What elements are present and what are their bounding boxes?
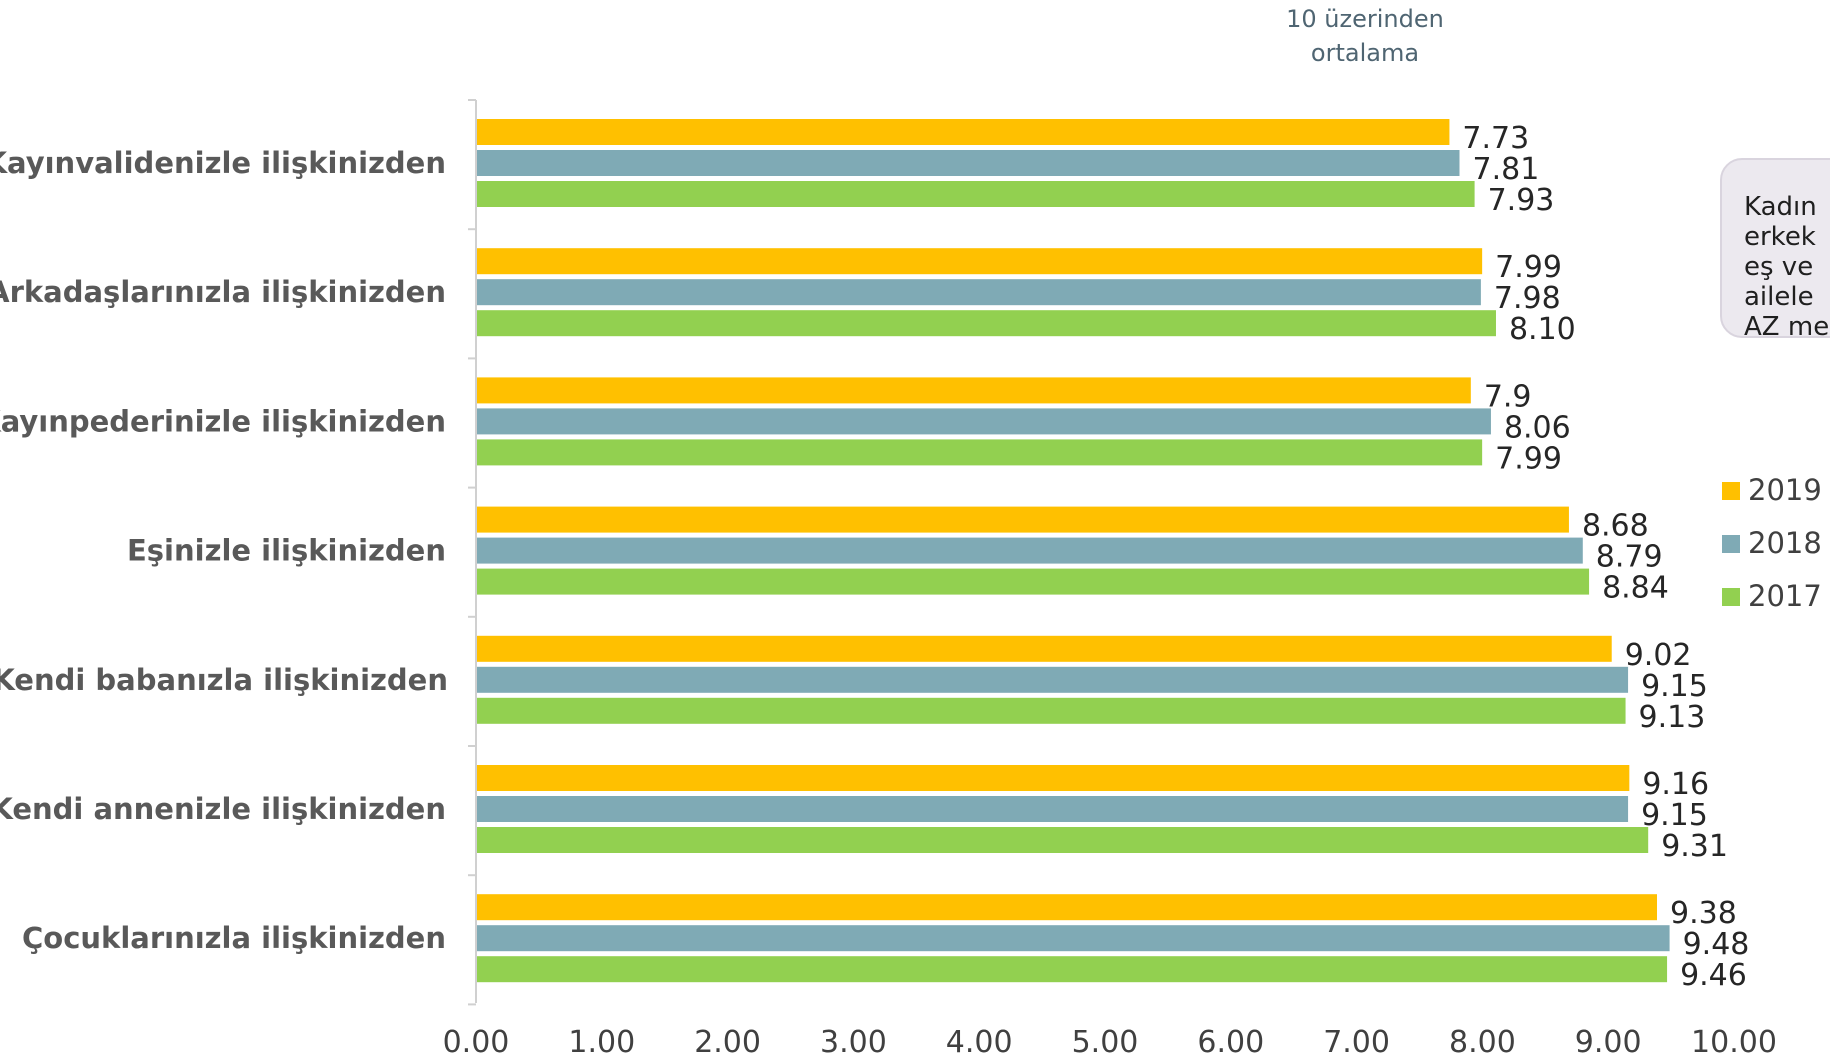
category-label: Arkadaşlarınızla ilişkinizden [0,275,446,309]
x-tick-label: 0.00 [443,1025,510,1060]
data-label: 9.15 [1641,798,1708,833]
bar-2018 [477,537,1583,564]
x-tick-label: 10.00 [1691,1025,1777,1060]
bar-layer: 7.737.817.937.997.988.107.98.067.998.688… [477,119,1749,993]
legend-label: 2017 [1748,579,1822,613]
data-label: 9.48 [1683,927,1750,962]
category-label: Eşinizle ilişkinizden [127,534,446,568]
data-label: 9.46 [1680,958,1747,993]
callout-line: erkek [1744,222,1816,252]
x-tick-label: 9.00 [1575,1025,1642,1060]
bar-2018 [477,408,1491,435]
data-label: 7.81 [1472,152,1539,187]
bar-2017 [477,568,1590,595]
x-tick-label: 7.00 [1323,1025,1390,1060]
bar-2018 [477,925,1670,952]
bar-2018 [477,666,1629,693]
callout-box: Kadın erkek eş ve ailele AZ me [1720,158,1830,338]
x-tick-label: 3.00 [820,1025,887,1060]
unit-note-line-1: 10 üzerinden [1286,5,1444,33]
data-label: 7.98 [1494,281,1561,316]
data-label: 9.38 [1670,896,1737,931]
category-label: Çocuklarınızla ilişkinizden [22,921,446,955]
bar-2017 [477,439,1483,466]
bar-2019 [477,635,1612,662]
x-tick-label: 1.00 [568,1025,635,1060]
legend-label: 2018 [1748,526,1822,560]
bar-2017 [477,827,1649,853]
axis-layer: 0.00 1.00 2.00 3.00 4.00 5.00 6.00 7.00 8.00 9.00… [0,99,1777,1060]
bar-2019 [477,765,1630,791]
data-label: 8.10 [1509,312,1576,347]
category-label: Kayınvalidenizle ilişkinizden [0,146,446,180]
bar-2017 [477,181,1475,207]
legend-swatch-2017 [1722,588,1740,606]
data-label: 8.68 [1582,509,1649,544]
bar-2018 [477,150,1460,176]
x-tick-label: 5.00 [1072,1025,1139,1060]
bar-2019 [477,119,1450,145]
x-tick-label: 2.00 [694,1025,761,1060]
data-label: 7.99 [1495,441,1562,476]
legend: 2019 2018 2017 [1722,473,1822,613]
data-label: 9.31 [1661,829,1728,864]
data-label: 8.06 [1504,410,1571,445]
data-label: 9.13 [1639,700,1706,735]
category-label: Kendi babanızla ilişkinizden [0,663,448,697]
bar-2018 [477,796,1629,822]
data-label: 9.16 [1642,767,1709,802]
x-tick-label: 8.00 [1449,1025,1516,1060]
legend-swatch-2018 [1722,535,1740,553]
callout-line: AZ me [1744,312,1830,338]
x-tick-label: 4.00 [946,1025,1013,1060]
data-label: 7.9 [1484,379,1532,414]
data-label: 8.84 [1602,571,1669,606]
callout-line: ailele [1744,282,1814,312]
data-label: 9.15 [1641,669,1708,704]
bar-2019 [477,506,1569,533]
legend-swatch-2019 [1722,482,1740,500]
unit-note-line-2: ortalama [1310,39,1420,67]
unit-note: 10 üzerinden ortalama [1250,2,1480,70]
bar-2017 [477,310,1496,337]
category-label: Kayınpederinizle ilişkinizden [0,404,446,438]
category-label: Kendi annenizle ilişkinizden [0,792,446,826]
data-label: 7.93 [1488,183,1555,218]
data-label: 8.79 [1596,540,1663,575]
bar-2017 [477,956,1668,983]
callout-line: Kadın [1744,192,1817,222]
callout-line: eş ve [1744,252,1814,282]
data-label: 9.02 [1625,638,1692,673]
legend-label: 2019 [1748,473,1822,507]
bar-2017 [477,697,1626,724]
bar-2019 [477,248,1483,275]
x-tick-label: 6.00 [1197,1025,1264,1060]
data-label: 7.99 [1495,250,1562,285]
data-label: 7.73 [1462,121,1529,156]
bar-2019 [477,377,1471,404]
bar-2018 [477,279,1481,306]
bar-2019 [477,894,1658,921]
